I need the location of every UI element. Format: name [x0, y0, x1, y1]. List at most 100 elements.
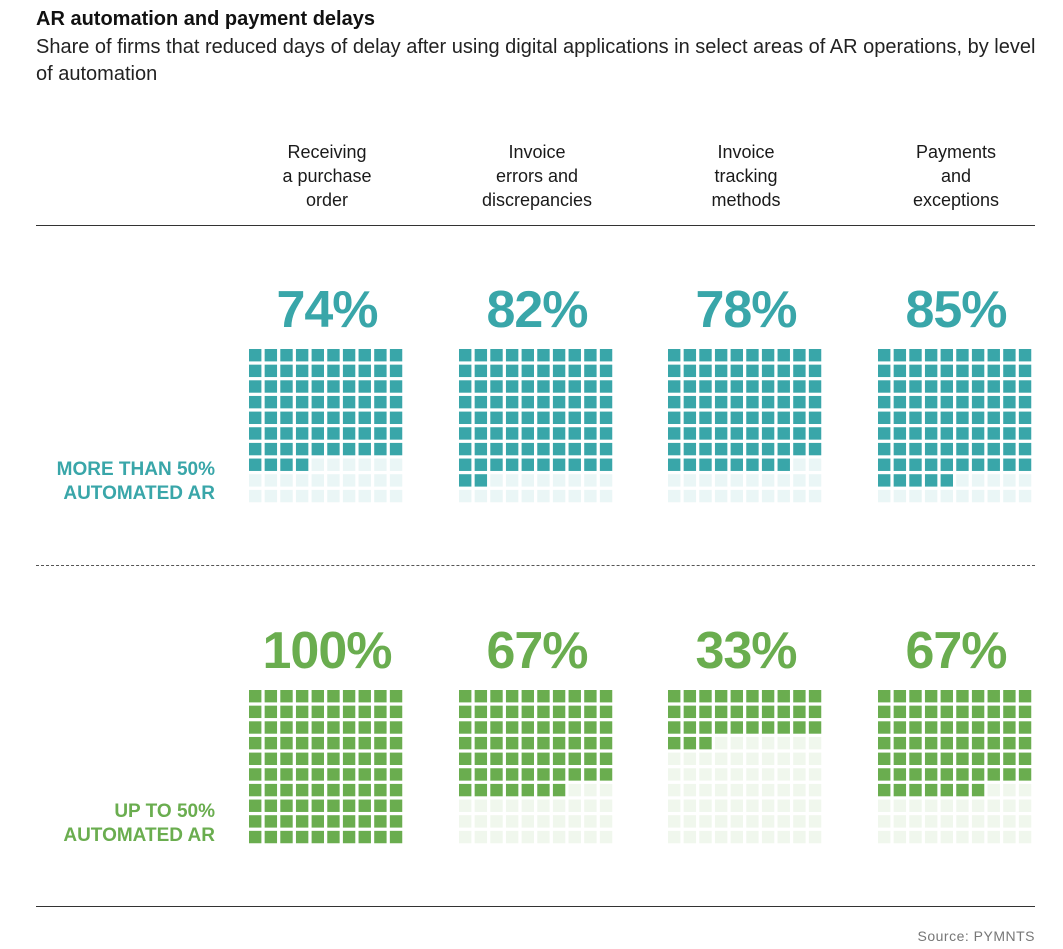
waffle-cell-filled [537, 458, 550, 471]
waffle-cell-filled [568, 442, 581, 456]
waffle-cell-filled [459, 427, 472, 440]
waffle-cell-filled [490, 395, 503, 409]
waffle-cell-filled [389, 752, 403, 765]
waffle-cell-filled [987, 458, 1000, 471]
waffle-cell-filled [683, 380, 697, 393]
waffle-cell-filled [878, 705, 891, 719]
waffle-cell-filled [552, 783, 566, 797]
chart-subtitle: Share of firms that reduced days of dela… [36, 36, 1036, 85]
waffle-cell-empty [878, 830, 891, 844]
waffle-cell-filled [924, 752, 938, 765]
waffle-cell-empty [777, 783, 790, 797]
waffle-cell-filled [793, 690, 806, 703]
waffle-cell-filled [552, 705, 566, 719]
waffle-cell-filled [909, 474, 922, 487]
waffle-cell-filled [552, 427, 566, 440]
waffle-cell-filled [1018, 736, 1032, 750]
waffle-cell-filled [490, 442, 503, 456]
waffle-cell-empty [746, 474, 759, 487]
waffle-cell-filled [971, 690, 985, 703]
waffle-cell-empty [793, 830, 806, 844]
waffle-cell-filled [777, 395, 790, 409]
waffle-cell-empty [358, 489, 371, 503]
waffle-cell-filled [683, 458, 697, 471]
waffle-cell-filled [893, 768, 907, 781]
waffle-cell-empty [777, 768, 790, 781]
waffle-cell-empty [683, 752, 697, 765]
waffle-cell-filled [249, 815, 262, 828]
waffle-cell-empty [893, 799, 907, 812]
waffle-cell-filled [264, 799, 278, 812]
waffle-cell-filled [599, 721, 613, 734]
waffle-cell-filled [971, 752, 985, 765]
waffle-cell-filled [474, 458, 488, 471]
waffle-cell-filled [584, 442, 597, 456]
waffle-cell-filled [249, 427, 262, 440]
waffle-cell-empty [714, 752, 728, 765]
waffle-cell-filled [808, 411, 822, 424]
waffle-cell-filled [777, 442, 790, 456]
waffle-cell-empty [940, 799, 953, 812]
waffle-cell-filled [358, 736, 371, 750]
waffle-cell-empty [552, 799, 566, 812]
waffle-cell-filled [746, 349, 759, 362]
waffle-cell-filled [793, 427, 806, 440]
waffle-cell-filled [599, 458, 613, 471]
waffle-cell-filled [584, 427, 597, 440]
waffle-cell-filled [746, 427, 759, 440]
waffle-cell-filled [311, 690, 324, 703]
waffle-cell-filled [358, 427, 371, 440]
waffle-cell-filled [311, 768, 324, 781]
waffle-cell-filled [584, 721, 597, 734]
waffle-cell-filled [683, 721, 697, 734]
waffle-cell-empty [777, 815, 790, 828]
waffle-cell-filled [249, 349, 262, 362]
waffle-cell-filled [699, 736, 712, 750]
waffle-cell-filled [264, 442, 278, 456]
waffle-cell-empty [521, 830, 534, 844]
waffle-cell-filled [374, 783, 387, 797]
waffle-cell-filled [490, 736, 503, 750]
waffle-cell-empty [699, 830, 712, 844]
waffle-cell-filled [521, 442, 534, 456]
waffle-high-invoice-errors [459, 349, 613, 503]
waffle-cell-filled [584, 736, 597, 750]
waffle-cell-empty [459, 799, 472, 812]
waffle-cell-filled [683, 349, 697, 362]
waffle-cell-filled [552, 458, 566, 471]
waffle-cell-filled [358, 830, 371, 844]
waffle-cell-filled [956, 705, 969, 719]
waffle-cell-filled [521, 783, 534, 797]
waffle-cell-filled [264, 690, 278, 703]
waffle-cell-empty [956, 830, 969, 844]
waffle-cell-filled [746, 395, 759, 409]
waffle-cell-filled [342, 411, 356, 424]
waffle-cell-filled [893, 474, 907, 487]
waffle-cell-filled [909, 690, 922, 703]
waffle-cell-empty [280, 474, 293, 487]
waffle-cell-empty [668, 489, 681, 503]
waffle-cell-filled [746, 705, 759, 719]
waffle-cell-filled [474, 736, 488, 750]
waffle-cell-filled [878, 736, 891, 750]
waffle-cell-empty [971, 489, 985, 503]
waffle-cell-empty [459, 830, 472, 844]
waffle-cell-filled [746, 458, 759, 471]
waffle-cell-filled [777, 705, 790, 719]
waffle-cell-filled [878, 349, 891, 362]
waffle-cell-empty [311, 474, 324, 487]
waffle-cell-empty [1018, 783, 1032, 797]
waffle-cell-empty [730, 783, 743, 797]
waffle-cell-filled [940, 768, 953, 781]
waffle-cell-filled [474, 783, 488, 797]
waffle-cell-filled [490, 458, 503, 471]
waffle-cell-filled [537, 349, 550, 362]
waffle-cell-empty [909, 799, 922, 812]
waffle-cell-filled [1003, 364, 1016, 378]
data-label-low-receiving-po: 100% [262, 622, 393, 680]
waffle-cell-filled [971, 427, 985, 440]
waffle-cell-empty [490, 489, 503, 503]
waffle-cell-filled [668, 690, 681, 703]
waffle-cell-filled [490, 768, 503, 781]
waffle-cell-empty [584, 799, 597, 812]
